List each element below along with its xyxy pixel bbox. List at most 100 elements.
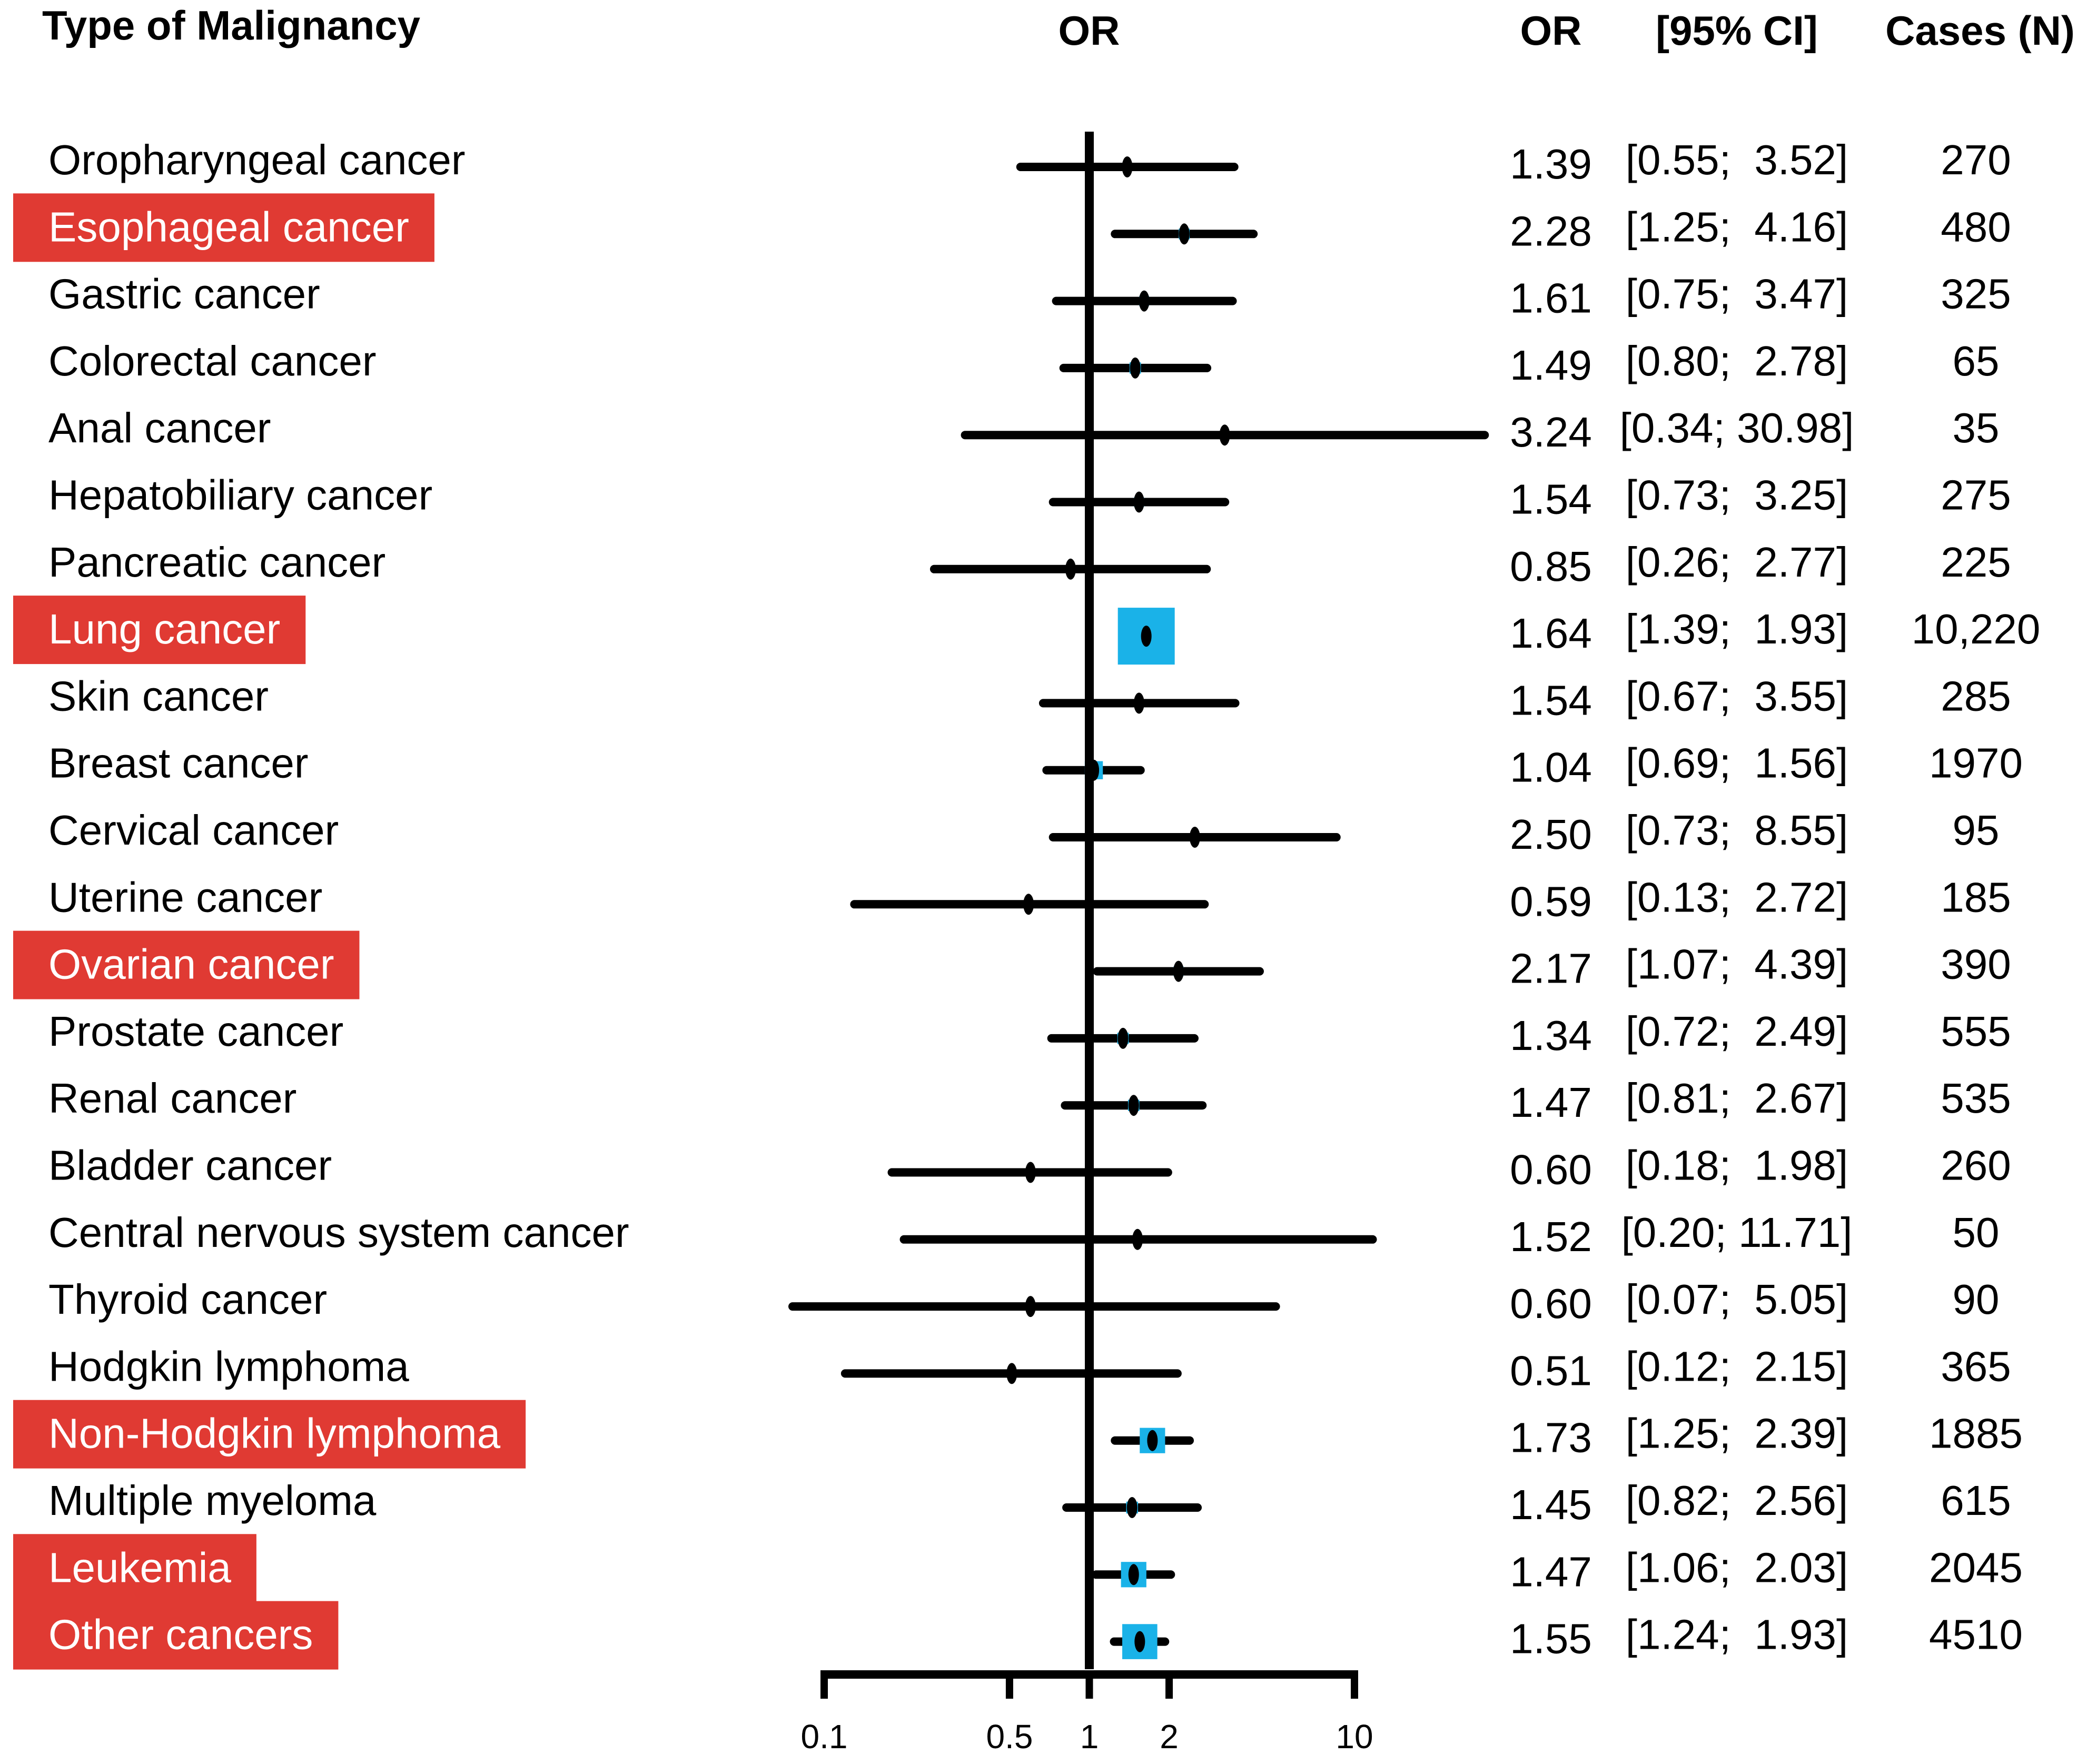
cases-value: 535 [1941,1075,2011,1122]
ci-value: [1.06; 2.03] [1626,1544,1848,1591]
rows-layer: Oropharyngeal cancer 1.39 [0.55; 3.52] 270 E… [13,136,2040,1670]
cases-value: 50 [1953,1209,2000,1256]
or-value: 1.04 [1510,744,1592,791]
highlight-box [13,193,434,262]
point-estimate [1147,1430,1158,1451]
x-axis: 0.1 0.5 1 2 10 [801,1670,1373,1756]
ci-value: [0.73; 8.55] [1626,807,1848,854]
header-type: Type of Malignancy [42,2,420,48]
forest-row: Multiple myeloma 1.45 [0.82; 2.56] 615 [48,1477,2011,1528]
row-label: Bladder cancer [48,1142,332,1189]
point-estimate [1128,1564,1139,1585]
tick-label: 10 [1336,1718,1373,1756]
cases-value: 365 [1941,1343,2011,1390]
point-estimate [1065,558,1076,580]
point-estimate [1189,827,1200,848]
tick-label: 1 [1080,1718,1099,1756]
cases-value: 4510 [1929,1611,2023,1658]
row-label: Colorectal cancer [48,338,377,384]
or-value: 0.60 [1510,1280,1592,1327]
row-label: Pancreatic cancer [48,539,385,586]
point-estimate [1219,424,1230,446]
ci-value: [0.67; 3.55] [1626,672,1848,719]
row-label: Cervical cancer [48,807,339,854]
row-label: Hodgkin lymphoma [48,1343,409,1390]
row-label: Ovarian cancer [48,941,334,988]
forest-row: Colorectal cancer 1.49 [0.80; 2.78] 65 [48,338,1999,389]
cases-value: 35 [1953,404,2000,451]
forest-row: Skin cancer 1.54 [0.67; 3.55] 285 [48,672,2011,724]
ci-value: [0.55; 3.52] [1626,136,1848,183]
ci-value: [1.24; 1.93] [1626,1611,1848,1658]
header-or: OR [1520,7,1582,54]
cases-value: 480 [1941,203,2011,250]
forest-row: Uterine cancer 0.59 [0.13; 2.72] 185 [48,874,2011,925]
forest-row: Lung cancer 1.64 [1.39; 1.93] 10,220 [13,596,2040,665]
point-estimate [1132,1228,1143,1250]
row-label: Breast cancer [48,740,309,787]
or-value: 1.64 [1510,610,1592,657]
forest-row: Ovarian cancer 2.17 [1.07; 4.39] 390 [13,930,2011,999]
point-estimate [1122,156,1133,177]
ci-value: [0.82; 2.56] [1626,1477,1848,1524]
forest-row: Gastric cancer 1.61 [0.75; 3.47] 325 [48,271,2011,322]
cases-value: 90 [1953,1276,2000,1323]
point-estimate [1133,692,1144,714]
forest-row: Thyroid cancer 0.60 [0.07; 5.05] 90 [48,1276,1999,1327]
point-estimate [1023,894,1034,915]
cases-value: 615 [1941,1477,2011,1524]
or-value: 3.24 [1510,409,1592,455]
forest-row: Hodgkin lymphoma 0.51 [0.12; 2.15] 365 [48,1343,2011,1394]
point-estimate [1025,1162,1036,1183]
forest-row: Renal cancer 1.47 [0.81; 2.67] 535 [48,1075,2011,1126]
or-value: 2.17 [1510,945,1592,992]
cases-value: 325 [1941,271,2011,318]
point-estimate [1117,1027,1129,1049]
or-value: 1.47 [1510,1079,1592,1126]
highlight-box [13,1534,256,1603]
forest-row: Central nervous system cancer 1.52 [0.20; … [48,1209,1999,1260]
cases-value: 270 [1941,136,2011,183]
cases-value: 275 [1941,472,2011,519]
row-label: Prostate cancer [48,1008,343,1055]
ci-value: [0.69; 1.56] [1626,740,1848,787]
forest-row: Prostate cancer 1.34 [0.72; 2.49] 555 [48,1008,2011,1059]
or-value: 1.45 [1510,1481,1592,1528]
row-label: Central nervous system cancer [48,1209,629,1256]
point-estimate [1134,1631,1145,1652]
or-value: 1.49 [1510,342,1592,389]
cases-value: 1970 [1929,740,2023,787]
row-label: Renal cancer [48,1075,296,1122]
or-value: 1.34 [1510,1012,1592,1059]
point-estimate [1006,1363,1017,1384]
ci-value: [0.13; 2.72] [1626,874,1848,920]
ci-value: [0.34; 30.98] [1620,404,1854,451]
ci-value: [1.25; 2.39] [1626,1410,1848,1457]
row-label: Uterine cancer [48,874,322,920]
cases-value: 225 [1941,539,2011,586]
or-value: 1.52 [1510,1213,1592,1260]
tick-label: 0.5 [986,1718,1033,1756]
row-label: Leukemia [48,1544,231,1591]
ci-value: [0.20; 11.71] [1621,1209,1853,1256]
or-value: 1.61 [1510,275,1592,322]
ci-value: [1.07; 4.39] [1626,941,1848,988]
forest-row: Oropharyngeal cancer 1.39 [0.55; 3.52] 270 [48,136,2011,187]
cases-value: 95 [1953,807,2000,854]
forest-row: Leukemia 1.47 [1.06; 2.03] 2045 [13,1534,2023,1603]
or-value: 0.59 [1510,878,1592,925]
point-estimate [1128,1095,1139,1116]
ci-value: [0.80; 2.78] [1626,338,1848,384]
highlight-box [13,596,306,665]
row-label: Multiple myeloma [48,1477,377,1524]
row-label: Oropharyngeal cancer [48,136,466,183]
forest-row: Other cancers 1.55 [1.24; 1.93] 4510 [13,1601,2023,1670]
ci-value: [0.18; 1.98] [1626,1142,1848,1189]
cases-value: 10,220 [1912,606,2041,652]
cases-value: 260 [1941,1142,2011,1189]
header-cases: Cases (N) [1885,7,2075,54]
or-value: 0.60 [1510,1146,1592,1193]
row-label: Other cancers [48,1611,313,1658]
row-label: Non-Hodgkin lymphoma [48,1410,501,1457]
